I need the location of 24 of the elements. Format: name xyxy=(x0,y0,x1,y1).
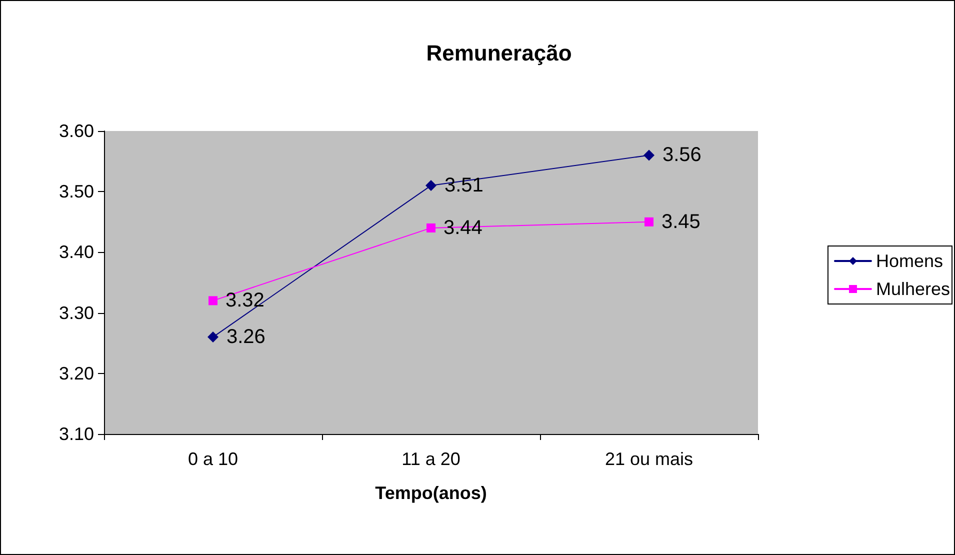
point xyxy=(208,332,218,343)
chart-title: Remuneração xyxy=(426,40,572,66)
legend-label: Homens xyxy=(876,251,943,271)
y-tick-label: 3.30 xyxy=(58,302,94,323)
point xyxy=(426,180,436,192)
x-axis-title: Tempo(anos) xyxy=(375,483,487,503)
legend-label: Mulheres xyxy=(876,279,950,299)
data-label: 3.45 xyxy=(662,210,700,233)
point xyxy=(426,223,436,232)
data-label: 3.56 xyxy=(662,144,702,166)
y-tick-label: 3.10 xyxy=(58,424,94,444)
point xyxy=(644,150,654,161)
y-tick-label: 3.60 xyxy=(58,121,94,141)
y-tick-label: 3.50 xyxy=(58,182,94,202)
x-tick-label: 11 a 20 xyxy=(402,449,460,469)
data-label: 3.26 xyxy=(226,326,266,348)
y-tick-label: 3.20 xyxy=(58,363,94,384)
data-label: 3.32 xyxy=(226,290,264,312)
point xyxy=(644,217,654,226)
y-tick-label: 3.40 xyxy=(58,242,94,262)
x-tick-label: 0 a 10 xyxy=(188,449,238,469)
data-label: 3.51 xyxy=(444,174,484,197)
x-tick-label: 21 ou mais xyxy=(604,449,694,469)
point xyxy=(208,296,218,306)
